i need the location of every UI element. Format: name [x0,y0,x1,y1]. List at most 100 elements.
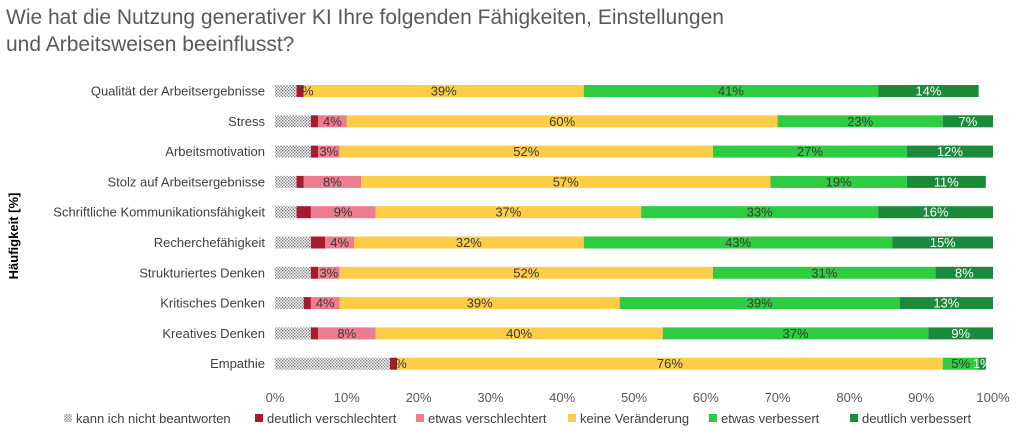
bar-etwas-verbessert-strukturiertes-denken [712,266,936,279]
x-axis: 0% 10% 20% 30% 40% 50% 60% 70% 80% 90% 100% [266,390,1010,405]
data-label-deutlich-verbessert-stolz-auf-arbeitsergebnisse: 11% [934,174,959,189]
category-label-kreatives-denken: Kreatives Denken [162,326,265,341]
legend: kann ich nicht beantworten deutlich versc… [64,411,971,426]
bar-deutlich-verschlechtert-arbeitsmotivation [310,145,319,158]
data-label-etwas-verbessert-strukturiertes-denken: 31% [811,265,837,280]
data-label-etwas-verschlechtert-kreatives-denken: 8% [337,326,356,341]
data-label-deutlich-verbessert-recherchefaehigkeit: 15% [930,235,956,250]
bar-kann-ich-nicht-beantworten-stress [275,115,311,128]
data-label-etwas-verschlechtert-empathie: % [395,356,407,371]
x-tick-label: 30% [477,390,503,405]
x-tick-label: 0% [266,390,285,405]
chart-title-line-1: Wie hat die Nutzung generativer KI Ihre … [6,6,724,29]
bar-etwas-verbessert-stolz-auf-arbeitsergebnisse [770,175,907,188]
data-label-etwas-verbessert-qualitaet-der-arbeitsergebnisse: 41% [718,84,744,99]
bar-deutlich-verbessert-kritisches-denken [899,297,993,310]
legend-swatch-keine-veraenderung [568,414,576,422]
bar-deutlich-verschlechtert-empathie [389,357,398,370]
segment-labels: % 39% 41% 14% 4% 60% 23% 7% 3% 52% 27% 12% 8% 57% 19% 1… [302,84,992,372]
bar-etwas-verbessert-kreatives-denken [662,327,929,340]
data-label-keine-veraenderung-empathie: 76% [657,356,683,371]
bar-kann-ich-nicht-beantworten-schriftliche-kommunikationsfaehigkeit [275,206,297,219]
data-label-deutlich-verbessert-strukturiertes-denken: 8% [955,265,974,280]
bar-deutlich-verbessert-qualitaet-der-arbeitsergebnisse [878,85,979,97]
bar-etwas-verschlechtert-recherchefaehigkeit [325,236,354,249]
bar-etwas-verbessert-qualitaet-der-arbeitsergebnisse [583,85,879,97]
data-label-etwas-verbessert-schriftliche-kommunikationsfaehigkeit: 33% [747,205,773,220]
bar-keine-veraenderung-strukturiertes-denken [339,266,713,279]
x-tick-label: 40% [549,390,575,405]
data-label-etwas-verschlechtert-kritisches-denken: 4% [316,296,335,311]
bar-etwas-verschlechtert-strukturiertes-denken [318,266,340,279]
bar-deutlich-verbessert-recherchefaehigkeit [892,236,993,249]
bar-deutlich-verschlechtert-kritisches-denken [303,297,311,310]
category-label-qualitaet-der-arbeitsergebnisse: Qualität der Arbeitsergebnisse [91,84,265,99]
legend-swatch-etwas-verbessert [709,414,717,422]
data-label-keine-veraenderung-strukturiertes-denken: 52% [513,265,539,280]
bar-etwas-verschlechtert-schriftliche-kommunikationsfaehigkeit [310,206,376,219]
bar-keine-veraenderung-schriftliche-kommunikationsfaehigkeit [375,206,642,219]
data-label-etwas-verbessert-kritisches-denken: 39% [747,296,773,311]
bar-etwas-verbessert-kritisches-denken [619,297,900,310]
data-label-deutlich-verbessert-qualitaet-der-arbeitsergebnisse: 14% [915,84,941,99]
x-tick-label: 10% [334,390,360,405]
x-tick-label: 20% [406,390,432,405]
bar-kann-ich-nicht-beantworten-recherchefaehigkeit [275,236,311,249]
legend-label-deutlich-verschlechtert: deutlich verschlechtert [267,411,397,426]
x-tick-label: 70% [765,390,791,405]
data-label-etwas-verschlechtert-qualitaet-der-arbeitsergebnisse: % [302,84,314,99]
data-label-keine-veraenderung-stress: 60% [549,114,575,129]
bars [275,85,993,370]
bar-etwas-verschlechtert-stolz-auf-arbeitsergebnisse [303,175,362,188]
category-label-arbeitsmotivation: Arbeitsmotivation [165,144,265,159]
category-label-schriftliche-kommunikationsfaehigkeit: Schriftliche Kommunikationsfähigkeit [53,205,265,220]
data-label-etwas-verbessert-empathie: 5% [951,356,970,371]
data-label-keine-veraenderung-kreatives-denken: 40% [506,326,532,341]
legend-label-kann-ich-nicht-beantworten: kann ich nicht beantworten [76,411,231,426]
bar-etwas-verschlechtert-arbeitsmotivation [318,145,340,158]
bar-kann-ich-nicht-beantworten-empathie [275,357,390,370]
bar-kann-ich-nicht-beantworten-stolz-auf-arbeitsergebnisse [275,175,297,188]
bar-keine-veraenderung-empathie [397,357,943,370]
legend-label-keine-veraenderung: keine Veränderung [580,411,689,426]
bar-etwas-verbessert-schriftliche-kommunikationsfaehigkeit [641,206,879,219]
bar-deutlich-verbessert-stress [942,115,993,128]
bar-etwas-verbessert-stress [777,115,943,128]
bar-etwas-verschlechtert-stress [318,115,347,128]
data-label-etwas-verbessert-arbeitsmotivation: 27% [797,144,823,159]
data-label-etwas-verbessert-kreatives-denken: 37% [783,326,809,341]
data-label-keine-veraenderung-qualitaet-der-arbeitsergebnisse: 39% [431,84,457,99]
data-label-etwas-verschlechtert-arbeitsmotivation: 3% [319,144,338,159]
legend-swatch-etwas-verschlechtert [416,414,424,422]
bar-kann-ich-nicht-beantworten-kritisches-denken [275,297,304,310]
data-label-keine-veraenderung-schriftliche-kommunikationsfaehigkeit: 37% [495,205,521,220]
bar-kann-ich-nicht-beantworten-qualitaet-der-arbeitsergebnisse [275,85,297,97]
bar-keine-veraenderung-qualitaet-der-arbeitsergebnisse [303,85,584,97]
bar-keine-veraenderung-kreatives-denken [375,327,663,340]
legend-swatch-kann-ich-nicht-beantworten [64,414,72,422]
bar-etwas-verbessert-empathie [942,357,979,370]
category-labels: Qualität der Arbeitsergebnisse Stress Arbe… [53,84,265,372]
bar-deutlich-verschlechtert-strukturiertes-denken [310,266,319,279]
legend-label-etwas-verbessert: etwas verbessert [721,411,820,426]
data-label-etwas-verschlechtert-strukturiertes-denken: 3% [319,265,338,280]
category-label-stolz-auf-arbeitsergebnisse: Stolz auf Arbeitsergebnisse [107,174,265,189]
bar-keine-veraenderung-stress [346,115,778,128]
data-label-keine-veraenderung-kritisches-denken: 39% [467,296,493,311]
bar-keine-veraenderung-arbeitsmotivation [339,145,713,158]
bar-keine-veraenderung-stolz-auf-arbeitsergebnisse [361,175,771,188]
bar-kann-ich-nicht-beantworten-arbeitsmotivation [275,145,311,158]
legend-label-deutlich-verbessert: deutlich verbessert [862,411,971,426]
x-tick-label: 80% [836,390,862,405]
bar-deutlich-verbessert-kreatives-denken [928,327,993,340]
category-label-stress: Stress [228,114,265,129]
bar-keine-veraenderung-recherchefaehigkeit [353,236,584,249]
data-label-etwas-verschlechtert-stress: 4% [323,114,342,129]
bar-deutlich-verbessert-stolz-auf-arbeitsergebnisse [906,175,986,188]
y-axis-label-group: Häufigkeit [%] [6,193,21,280]
data-label-deutlich-verbessert-empathie: 1% [973,356,992,371]
bar-deutlich-verbessert-schriftliche-kommunikationsfaehigkeit [878,206,993,219]
bar-keine-veraenderung-kritisches-denken [339,297,620,310]
data-label-keine-veraenderung-recherchefaehigkeit: 32% [456,235,482,250]
